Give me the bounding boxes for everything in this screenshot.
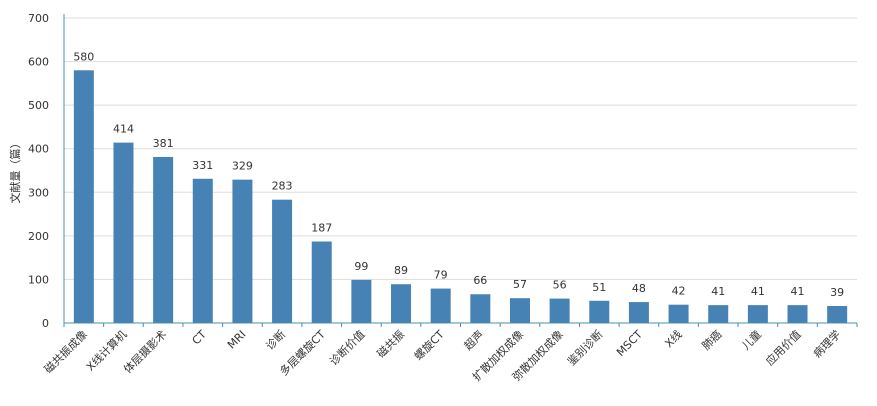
y-tick-label: 500: [28, 99, 49, 112]
bar-value-label: 187: [311, 222, 332, 235]
y-tick-label: 600: [28, 56, 49, 69]
category-label: 磁共振: [374, 327, 407, 360]
y-axis-ticks: 0 100 200 300 400 500 600 700: [28, 12, 49, 330]
y-tick-label: 400: [28, 143, 49, 156]
bar: [747, 305, 768, 323]
y-tick-label: 200: [28, 230, 49, 243]
bar: [549, 298, 570, 323]
category-label: 螺旋CT: [411, 327, 447, 363]
category-label: 超声: [461, 327, 486, 352]
bar-value-label: 57: [513, 278, 527, 291]
bar-value-label: 381: [153, 137, 174, 150]
bar-value-label: 42: [672, 285, 686, 298]
bar-value-label: 56: [553, 279, 567, 292]
bar: [113, 142, 134, 323]
y-tick-label: 300: [28, 186, 49, 199]
bar: [153, 156, 174, 323]
bar: [708, 305, 729, 323]
bar-value-label: 51: [592, 281, 606, 294]
bar-value-label: 329: [232, 160, 253, 173]
category-label: 病理学: [810, 327, 843, 360]
bar-value-label: 580: [73, 50, 94, 63]
bar: [391, 284, 412, 323]
category-label: MSCT: [614, 328, 645, 359]
bar: [589, 300, 610, 323]
category-label: 儿童: [739, 327, 764, 352]
bar: [351, 279, 372, 323]
gridlines: [64, 17, 857, 280]
bar-value-label: 331: [192, 159, 213, 172]
bar-value-label: 41: [751, 285, 765, 298]
category-label: 诊断: [263, 327, 288, 352]
y-tick-label: 700: [28, 12, 49, 25]
y-tick-label: 0: [42, 317, 49, 330]
bar: [668, 304, 689, 323]
bar: [628, 302, 649, 323]
category-label: 肺癌: [699, 327, 724, 352]
bar: [311, 241, 332, 323]
category-label: 磁共振成像: [41, 327, 90, 376]
bar: [232, 179, 253, 323]
bar-value-labels: 580 414 381 331 329 283 187 99 89 79 66 57 56 51 48 42 4…: [73, 50, 844, 299]
bars: [73, 70, 848, 324]
bar-value-label: 89: [394, 264, 408, 277]
category-label: 体层摄影术: [120, 327, 169, 376]
bar-value-label: 283: [272, 180, 293, 193]
category-label: CT: [190, 328, 210, 348]
bar-value-label: 48: [632, 282, 646, 295]
category-label: MRI: [225, 328, 249, 352]
bar: [827, 306, 848, 323]
bar-value-label: 79: [434, 269, 448, 282]
bar-value-label: 414: [113, 123, 134, 136]
bar: [509, 298, 530, 323]
bar: [272, 199, 293, 323]
category-label: 应用价值: [763, 327, 804, 368]
bar-value-label: 99: [354, 260, 368, 273]
bar: [430, 288, 451, 323]
bar-value-label: 39: [830, 286, 844, 299]
y-tick-label: 100: [28, 273, 49, 286]
bar-value-label: 66: [473, 274, 487, 287]
bar: [470, 294, 491, 323]
y-axis-title: 文献量（篇）: [8, 138, 22, 204]
category-label: X线: [662, 327, 685, 350]
bar-value-label: 41: [711, 285, 725, 298]
bar: [73, 70, 94, 324]
bar-value-label: 41: [791, 285, 805, 298]
bar: [192, 178, 213, 323]
category-label: 诊断价值: [326, 327, 367, 368]
category-label: 鉴别诊断: [564, 327, 605, 368]
bar: [787, 305, 808, 323]
